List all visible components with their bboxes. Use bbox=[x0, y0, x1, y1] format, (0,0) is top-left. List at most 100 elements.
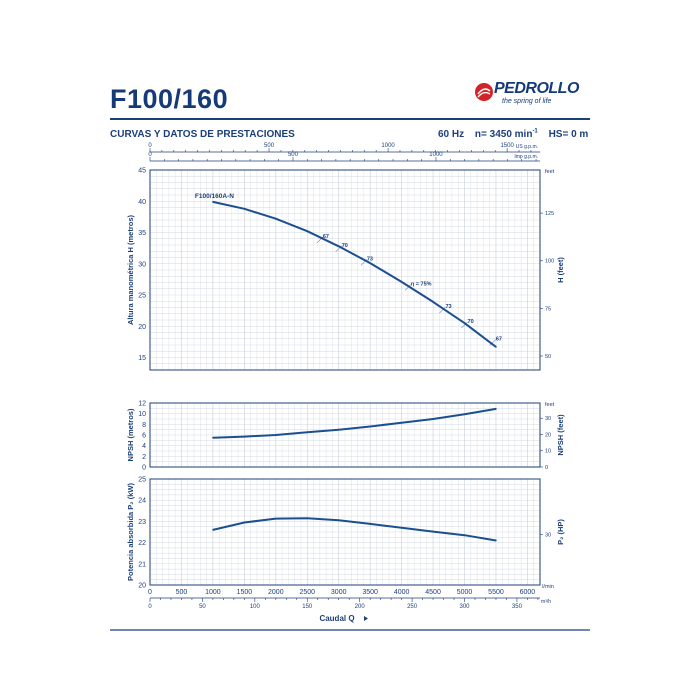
y-tick-label: 2 bbox=[142, 454, 146, 461]
power-data-point bbox=[463, 534, 466, 536]
power-data-point bbox=[275, 517, 277, 520]
y-tick-label: 8 bbox=[142, 422, 146, 429]
power-ylabel: Potencia absorbida P₂ (kW) bbox=[126, 483, 135, 581]
m3h-tick-label: 350 bbox=[512, 604, 523, 610]
x-axis-title: Caudal Q bbox=[319, 614, 354, 623]
y-tick-label: 15 bbox=[138, 355, 146, 362]
power-frame bbox=[149, 478, 541, 586]
efficiency-tick bbox=[461, 321, 468, 329]
y-tick-label: 35 bbox=[138, 230, 146, 237]
m3h-tick-label: 250 bbox=[407, 604, 418, 610]
npsh-data-point bbox=[212, 436, 214, 439]
us-gpm-unit-label: US g.p.m. bbox=[516, 144, 538, 150]
efficiency-tick bbox=[489, 339, 496, 346]
power-data-point bbox=[495, 539, 497, 542]
npsh-data-point bbox=[463, 413, 466, 416]
right-tick-label: 50 bbox=[545, 354, 551, 360]
us-gpm-tick-label: 1000 bbox=[381, 143, 395, 149]
efficiency-tick bbox=[439, 306, 446, 314]
x-axis-arrow-icon bbox=[364, 616, 368, 621]
head-data-point bbox=[306, 230, 309, 233]
power-data-point bbox=[400, 526, 403, 529]
y-tick-label: 23 bbox=[138, 519, 146, 526]
imp-gpm-unit-label: Imp g.p.m. bbox=[514, 154, 538, 160]
us-gpm-tick-label: 0 bbox=[148, 143, 152, 149]
x-tick-label: 4000 bbox=[394, 589, 410, 596]
imp-gpm-tick-label: 0 bbox=[148, 152, 152, 158]
head-ylabel-right: H (feet) bbox=[556, 257, 565, 283]
power-data-point bbox=[337, 519, 340, 522]
x-tick-label: 2000 bbox=[268, 589, 284, 596]
npsh-frame bbox=[149, 402, 541, 468]
npsh-data-point bbox=[369, 425, 371, 428]
m3h-unit-label: m³/h bbox=[541, 599, 551, 605]
right-tick-label: 30 bbox=[545, 416, 551, 422]
npsh-ylabel: NPSH (metros) bbox=[126, 408, 135, 461]
head-frame bbox=[149, 169, 541, 371]
power-data-point bbox=[243, 521, 246, 524]
m3h-tick-label: 50 bbox=[199, 604, 206, 610]
npsh-data-point bbox=[275, 434, 277, 436]
power-data-point bbox=[432, 530, 434, 533]
y-tick-label: 40 bbox=[138, 199, 146, 206]
y-tick-label: 24 bbox=[138, 498, 146, 505]
brand-logo: PEDROLLO the spring of life bbox=[474, 78, 592, 108]
efficiency-label: 73 bbox=[446, 304, 452, 310]
y-tick-label: 25 bbox=[138, 477, 146, 484]
y-tick-label: 21 bbox=[138, 561, 146, 568]
m3h-tick-label: 100 bbox=[250, 604, 261, 610]
x-tick-label: 0 bbox=[148, 589, 152, 596]
y-tick-label: 4 bbox=[142, 443, 146, 450]
efficiency-tick bbox=[404, 284, 412, 291]
head-data-point bbox=[243, 207, 246, 210]
npsh-data-point bbox=[495, 408, 497, 410]
head-data-point bbox=[432, 301, 434, 303]
head-panel bbox=[149, 169, 543, 371]
m3h-tick-label: 200 bbox=[355, 604, 366, 610]
y-tick-label: 45 bbox=[138, 168, 146, 175]
power-data-point bbox=[306, 517, 309, 520]
us-gpm-tick-label: 500 bbox=[264, 143, 275, 149]
us-gpm-tick-label: 1500 bbox=[500, 143, 514, 149]
right-tick-label: 100 bbox=[545, 259, 554, 265]
x-tick-label: 4500 bbox=[425, 589, 441, 596]
npsh-curve-line bbox=[212, 407, 497, 439]
y-tick-label: 0 bbox=[142, 465, 146, 472]
head-data-point bbox=[463, 322, 466, 324]
power-panel bbox=[149, 478, 543, 586]
x-tick-label: 1500 bbox=[237, 589, 253, 596]
power-data-point bbox=[369, 523, 371, 525]
y-tick-label: 22 bbox=[138, 540, 146, 547]
head-data-point bbox=[369, 262, 371, 264]
efficiency-tick bbox=[335, 245, 342, 252]
right-tick-label: 125 bbox=[545, 211, 554, 217]
efficiency-label: η = 75% bbox=[411, 282, 432, 288]
logo-brand-text: PEDROLLO bbox=[494, 80, 579, 97]
right-unit-label: feet bbox=[545, 169, 555, 175]
head-curve-line bbox=[212, 200, 497, 348]
chart-subtitle: CURVAS Y DATOS DE PRESTACIONES bbox=[110, 129, 295, 140]
efficiency-label: 70 bbox=[468, 319, 474, 325]
power-curve-line bbox=[212, 517, 497, 542]
npsh-data-point bbox=[243, 435, 246, 438]
y-tick-label: 25 bbox=[138, 293, 146, 300]
y-tick-label: 20 bbox=[138, 324, 146, 331]
operating-conditions: 60 Hz n= 3450 min-1 HS= 0 m bbox=[438, 129, 596, 140]
right-tick-label: 30 bbox=[545, 533, 551, 539]
y-tick-label: 6 bbox=[142, 433, 146, 440]
right-tick-label: 10 bbox=[545, 449, 551, 455]
x-tick-label: 6000 bbox=[520, 589, 536, 596]
speed-unit-exponent: -1 bbox=[532, 129, 538, 135]
logo-tagline: the spring of life bbox=[502, 98, 552, 105]
right-tick-label: 20 bbox=[545, 432, 551, 438]
efficiency-label: 67 bbox=[323, 234, 329, 240]
suction-label: HS= 0 m bbox=[548, 129, 589, 141]
efficiency-tick bbox=[360, 259, 368, 266]
right-tick-label: 75 bbox=[545, 306, 551, 312]
page-title: F100/160 bbox=[110, 84, 229, 114]
x-tick-label: 5000 bbox=[457, 589, 473, 596]
m3h-tick-label: 300 bbox=[460, 604, 471, 610]
efficiency-label: 70 bbox=[342, 243, 348, 249]
imp-gpm-tick-label: 500 bbox=[288, 152, 299, 158]
